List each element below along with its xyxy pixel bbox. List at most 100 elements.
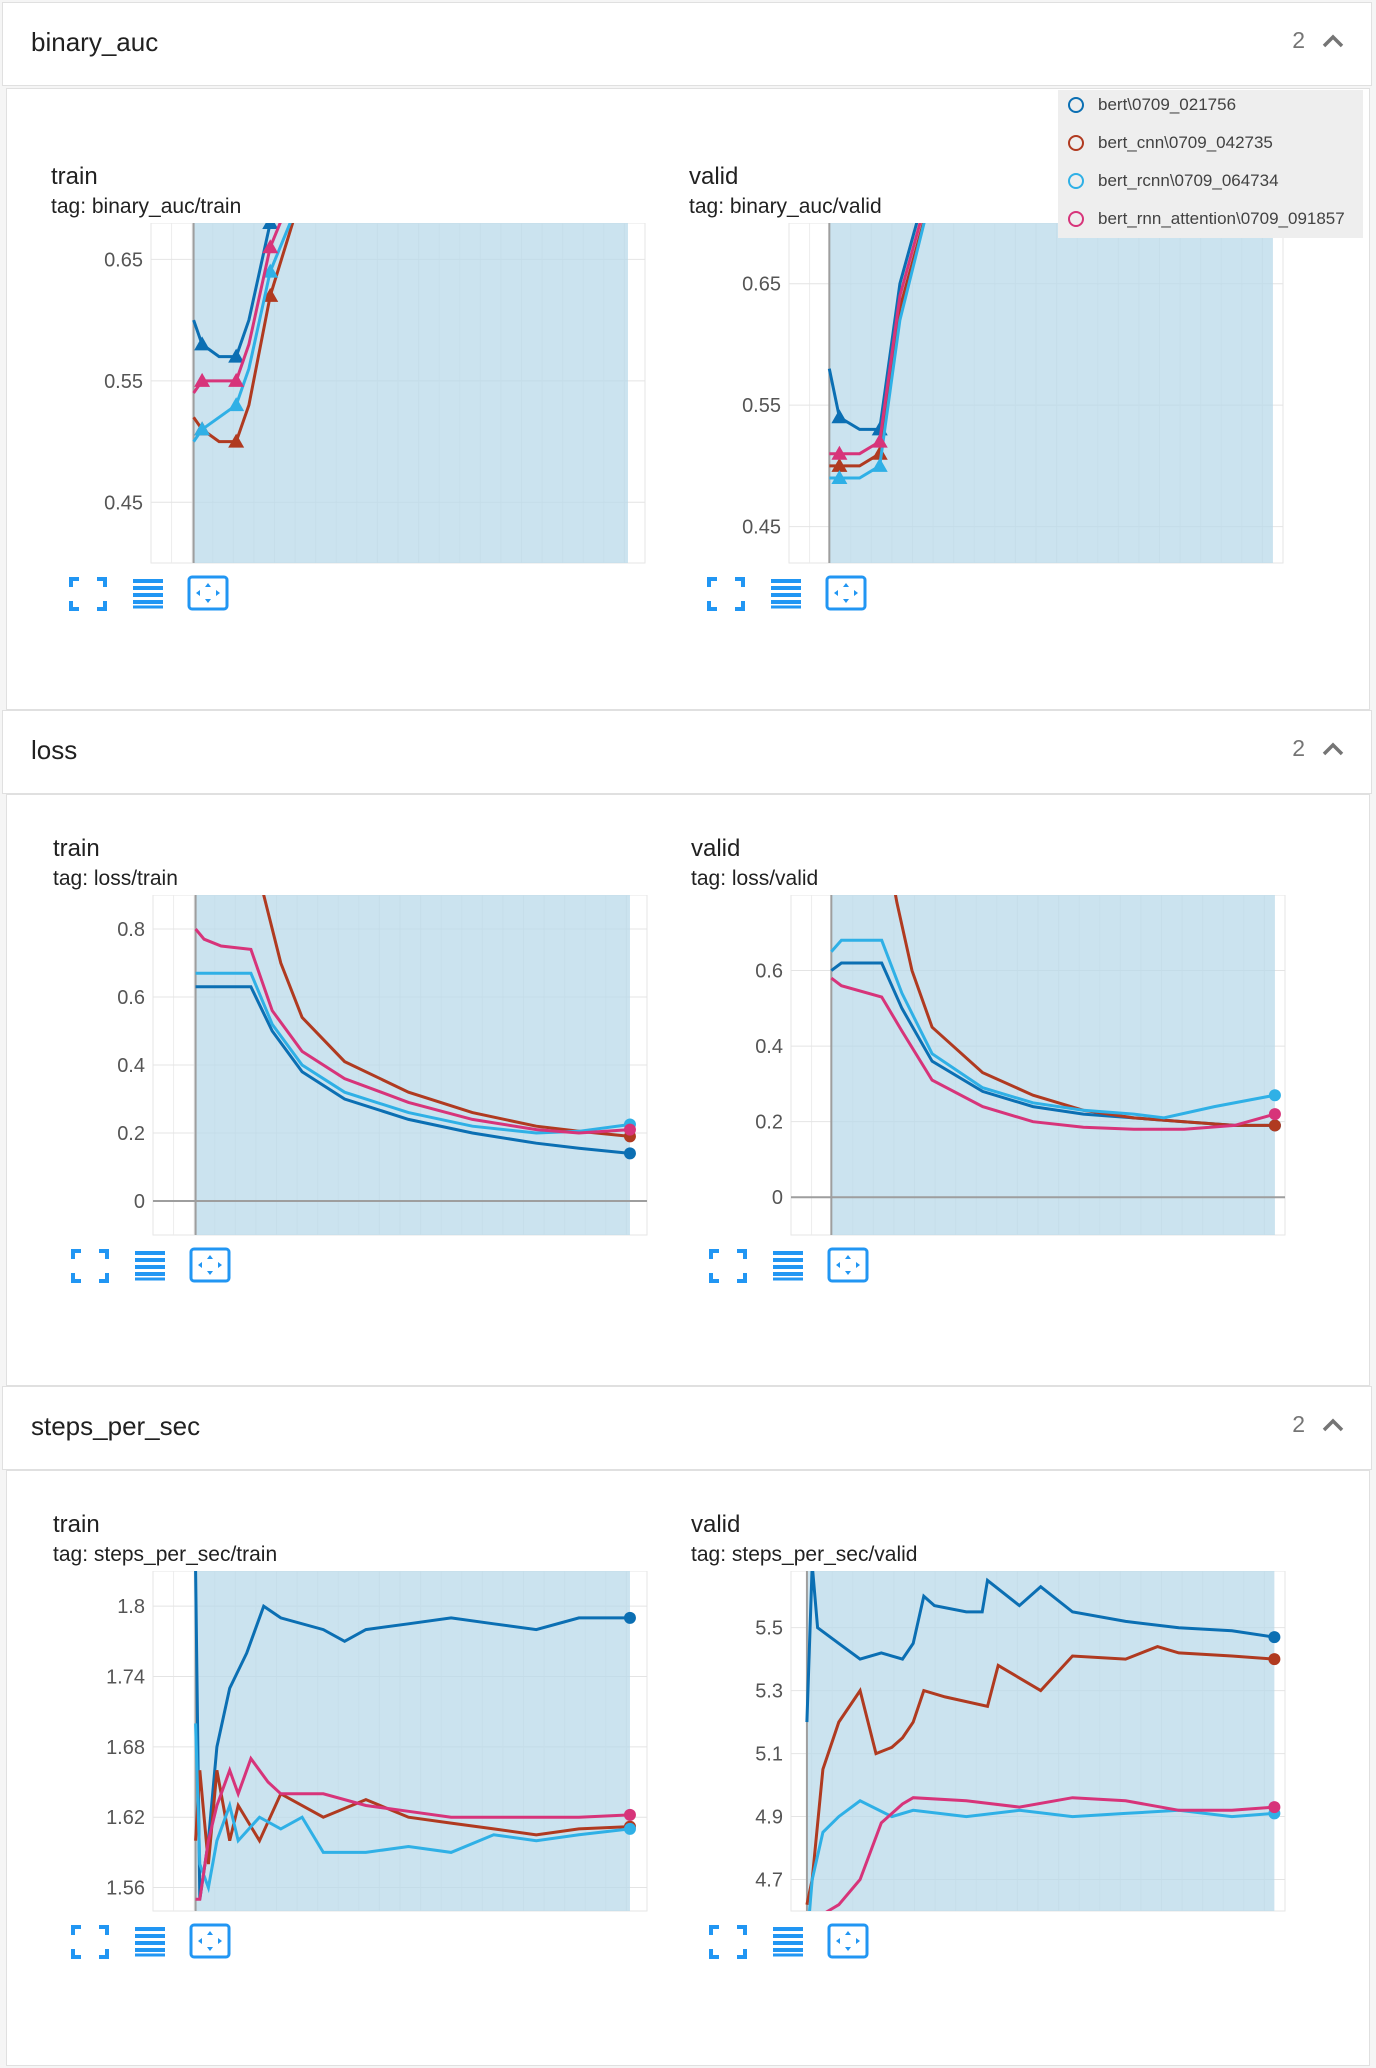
data-marker [194, 336, 211, 351]
fit-domain-icon[interactable] [189, 1923, 231, 1961]
line-chart[interactable]: 05001k1.5k2k2.5k3k3.5k4k00.20.40.6 [655, 895, 1295, 1245]
line-chart[interactable]: 05001k1.5k2k2.5k3k3.5k4k4.74.95.15.35.5 [655, 1571, 1295, 1921]
list-icon[interactable] [129, 1923, 171, 1961]
list-icon[interactable] [767, 1923, 809, 1961]
legend-label: bert_rnn_attention\0709_091857 [1098, 209, 1345, 228]
section-title: binary_auc [31, 27, 159, 57]
series-line [808, 1799, 1275, 1911]
section-count: 2 [1292, 735, 1305, 761]
raw-data-fill [195, 1571, 630, 1911]
section-header-steps-per-sec[interactable]: steps_per_sec 2 [2, 1386, 1372, 1470]
legend-item[interactable]: bert_cnn\0709_042735 [1058, 128, 1363, 166]
legend-label: bert_rcnn\0709_064734 [1098, 171, 1279, 190]
series-end-point [623, 1611, 636, 1624]
series-line [829, 223, 925, 468]
fullscreen-icon[interactable] [705, 575, 747, 613]
raw-data-fill [193, 223, 628, 563]
list-icon[interactable] [765, 575, 807, 613]
chart-title: valid [689, 163, 739, 190]
chevron-up-icon[interactable] [1321, 33, 1345, 49]
series-line [825, 1796, 1275, 1911]
chevron-up-icon[interactable] [1321, 1417, 1345, 1433]
chart-tag: tag: loss/train [53, 867, 178, 890]
runs-legend: bert\0709_021756 bert_cnn\0709_042735 be… [1058, 90, 1363, 238]
list-icon[interactable] [767, 1247, 809, 1285]
y-tick-label: 0.6 [755, 961, 783, 983]
series-line [893, 895, 1275, 1127]
series-line [194, 1571, 630, 1900]
series-end-point [623, 1808, 636, 1821]
fit-domain-icon[interactable] [827, 1923, 869, 1961]
data-marker [871, 433, 888, 448]
y-tick-label: 0.55 [104, 371, 143, 393]
y-tick-label: 0.65 [104, 249, 143, 271]
fullscreen-icon[interactable] [707, 1247, 749, 1285]
y-tick-label: 0.6 [117, 987, 145, 1009]
chart-card-binary-auc-valid: valid tag: binary_auc/valid 05001k1.5k2k… [653, 163, 1293, 633]
series-line [192, 223, 282, 394]
line-chart[interactable]: 01k2k3k4k5k6k7k8k9k10k00.20.40.60.8 [17, 895, 657, 1245]
series-line [827, 223, 919, 431]
section-header-binary-auc[interactable]: binary_auc 2 [2, 2, 1372, 86]
series-end-point [623, 1123, 636, 1136]
data-marker [228, 433, 245, 448]
chart-title: train [53, 1511, 100, 1538]
series-line [830, 976, 1276, 1131]
series-line [195, 985, 631, 1155]
legend-label: bert_cnn\0709_042735 [1098, 133, 1273, 152]
data-marker [262, 223, 279, 229]
fit-domain-icon[interactable] [189, 1247, 231, 1285]
series-end-point [1268, 1119, 1281, 1132]
line-chart[interactable]: 01k2k3k4k5k6k7k8k9k10k0.450.550.650.750.… [15, 223, 655, 573]
section-count: 2 [1292, 1411, 1305, 1437]
fit-domain-icon[interactable] [827, 1247, 869, 1285]
series-end-point [1268, 1089, 1281, 1102]
data-marker [228, 348, 245, 363]
circle-icon [1068, 173, 1084, 189]
chart-title: train [53, 835, 100, 862]
y-tick-label: 1.56 [106, 1878, 145, 1900]
section-body-loss: train tag: loss/train 01k2k3k4k5k6k7k8k9… [6, 794, 1370, 1386]
chart-tag: tag: binary_auc/valid [689, 195, 882, 218]
data-marker [871, 457, 888, 472]
legend-item[interactable]: bert_rnn_attention\0709_091857 [1058, 204, 1363, 242]
chart-title: train [51, 163, 98, 190]
legend-item[interactable]: bert_rcnn\0709_064734 [1058, 166, 1363, 204]
series-line [194, 1723, 631, 1894]
circle-icon [1068, 135, 1084, 151]
list-icon[interactable] [129, 1247, 171, 1285]
chart-card-steps-train: train tag: steps_per_sec/train 01k2k3k4k… [17, 1511, 657, 1981]
line-chart[interactable]: 05001k1.5k2k2.5k3k3.5k4k0.450.550.650.75… [653, 223, 1293, 573]
y-tick-label: 0.2 [755, 1112, 783, 1134]
fullscreen-icon[interactable] [67, 575, 109, 613]
y-tick-label: 1.62 [106, 1807, 145, 1829]
chart-title: valid [691, 835, 741, 862]
data-marker [262, 263, 279, 278]
line-chart[interactable]: 01k2k3k4k5k6k7k8k9k10k1.561.621.681.741.… [17, 1571, 657, 1921]
fullscreen-icon[interactable] [69, 1247, 111, 1285]
y-tick-label: 0.4 [755, 1036, 783, 1058]
raw-data-band [829, 223, 1273, 563]
data-marker [831, 457, 848, 472]
section-header-loss[interactable]: loss 2 [2, 710, 1372, 794]
y-tick-label: 0.2 [117, 1123, 145, 1145]
raw-data-band [831, 895, 1275, 1235]
fit-domain-icon[interactable] [187, 575, 229, 613]
section-title: steps_per_sec [31, 1411, 201, 1441]
list-icon[interactable] [127, 575, 169, 613]
chevron-up-icon[interactable] [1321, 741, 1345, 757]
raw-data-fill [831, 895, 1275, 1235]
fit-domain-icon[interactable] [825, 575, 867, 613]
series-end-point [1268, 1108, 1281, 1121]
fullscreen-icon[interactable] [707, 1923, 749, 1961]
fullscreen-icon[interactable] [69, 1923, 111, 1961]
legend-item[interactable]: bert\0709_021756 [1058, 90, 1363, 128]
raw-data-band [195, 1571, 630, 1911]
y-tick-label: 0.4 [117, 1055, 145, 1077]
y-tick-label: 0 [134, 1191, 145, 1213]
y-tick-label: 5.1 [755, 1744, 783, 1766]
chart-tag: tag: binary_auc/train [51, 195, 242, 218]
chart-card-binary-auc-train: train tag: binary_auc/train 01k2k3k4k5k6… [15, 163, 655, 633]
series-line [830, 938, 1276, 1120]
series-line [195, 1755, 631, 1901]
